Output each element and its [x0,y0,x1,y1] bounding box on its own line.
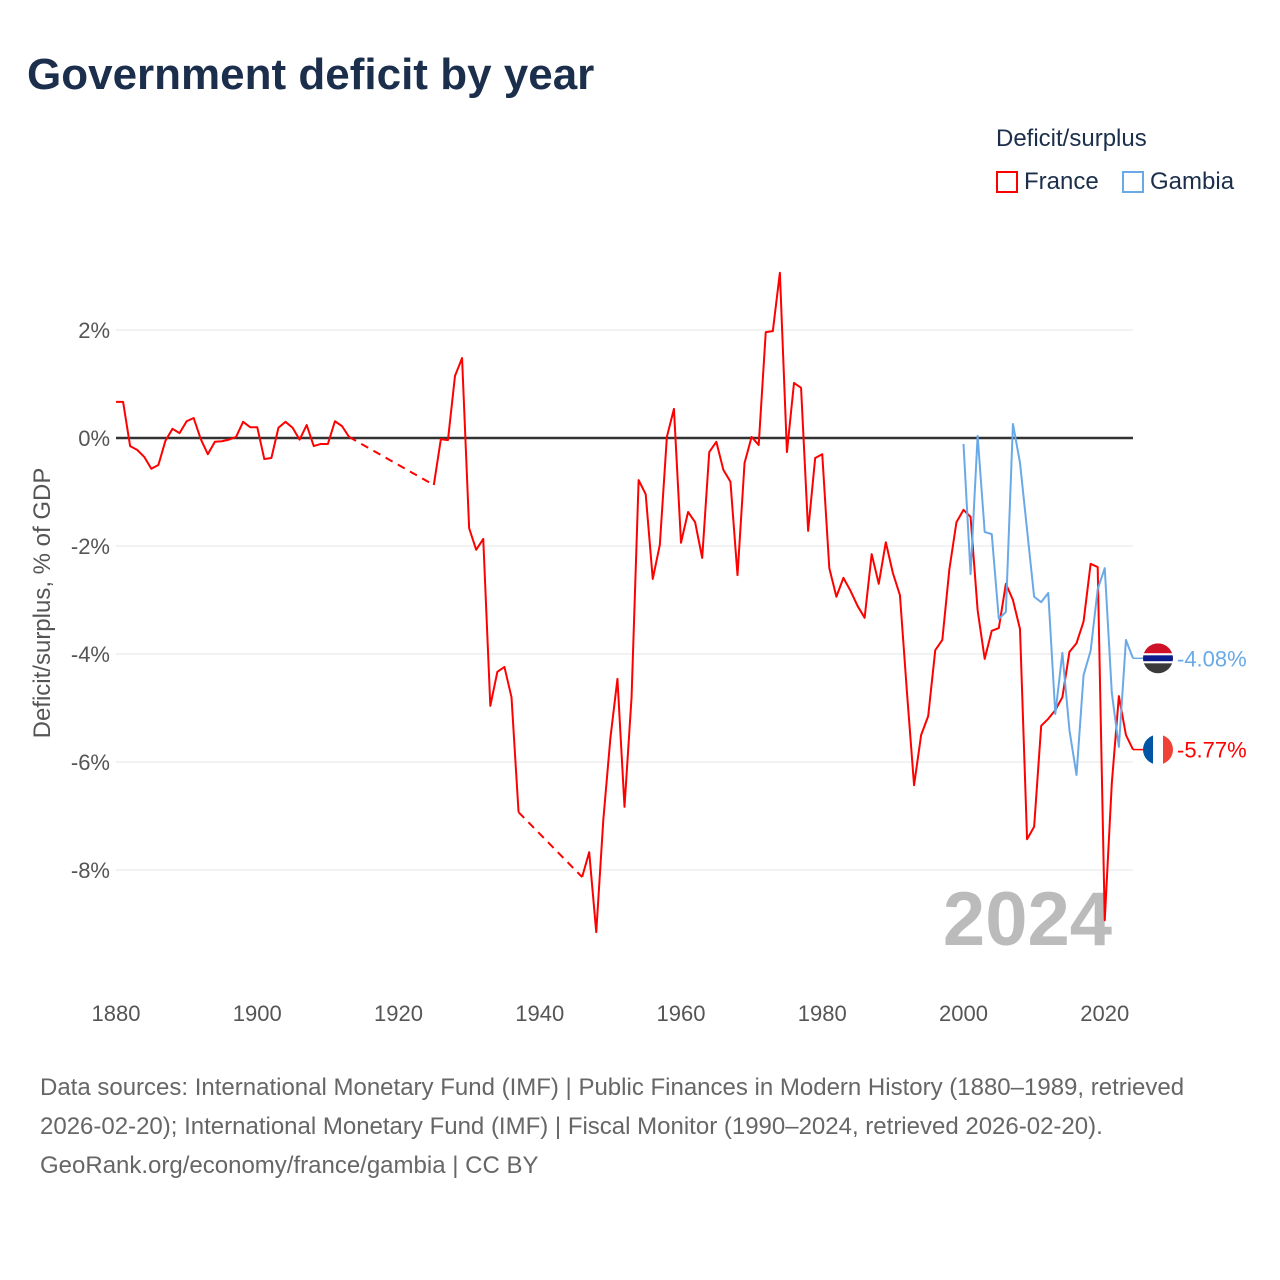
flag-stripe [1143,653,1173,656]
series-line-gambia [962,422,1134,776]
series-line-france [116,400,350,470]
x-tick-label: 2020 [1080,1001,1129,1026]
series-gap-france [348,436,435,486]
flag-stripe [1143,643,1173,654]
y-tick-label: -8% [71,858,110,883]
y-tick-label: 0% [78,426,110,451]
x-tick-label: 1880 [92,1001,141,1026]
end-label-france: -5.77% [1177,738,1247,763]
legend-title: Deficit/surplus [996,125,1147,152]
legend-item-gambia[interactable]: Gambia [1122,168,1234,196]
flag-gambia-icon [1143,643,1173,674]
line-chart: 2% 0% -2% -4% -6% -8% 1880 1900 1920 1940 1960 1980… [29,271,1247,1026]
flag-stripe [1143,663,1173,674]
flag-france-icon [1143,734,1173,765]
y-tick-label: -2% [71,534,110,559]
data-sources: Data sources: International Monetary Fun… [40,1074,1185,1140]
flag-shape [1143,734,1173,765]
legend-label-france: France [1024,168,1099,195]
y-tick-label: -4% [71,642,110,667]
x-tick-label: 1980 [798,1001,847,1026]
series-line-france [581,271,1134,934]
y-tick-label: 2% [78,318,110,343]
x-tick-label: 2000 [939,1001,988,1026]
flag-shape [1143,643,1173,674]
year-watermark: 2024 [943,877,1112,962]
chart-title: Government deficit by year [27,50,595,99]
series-line-france [432,357,520,813]
flag-stripe [1163,734,1173,765]
x-tick-label: 1940 [515,1001,564,1026]
series-gap-france [517,811,583,878]
footer: Data sources: International Monetary Fun… [40,1068,1240,1185]
flag-stripe [1143,661,1173,664]
credit-link[interactable]: GeoRank.org/economy/france/gambia | CC B… [40,1152,539,1179]
legend-swatch-france [996,171,1018,193]
legend-label-gambia: Gambia [1150,168,1235,195]
y-tick-label: -6% [71,750,110,775]
flag-stripe [1143,655,1173,662]
x-tick-label: 1960 [657,1001,706,1026]
x-tick-label: 1920 [374,1001,423,1026]
legend-item-france[interactable]: France [996,168,1099,196]
flag-stripe [1143,734,1153,765]
y-axis-label: Deficit/surplus, % of GDP [29,468,56,739]
end-label-gambia: -4.08% [1177,646,1247,671]
legend-swatch-gambia [1122,171,1144,193]
x-tick-label: 1900 [233,1001,282,1026]
flag-stripe [1153,734,1163,765]
